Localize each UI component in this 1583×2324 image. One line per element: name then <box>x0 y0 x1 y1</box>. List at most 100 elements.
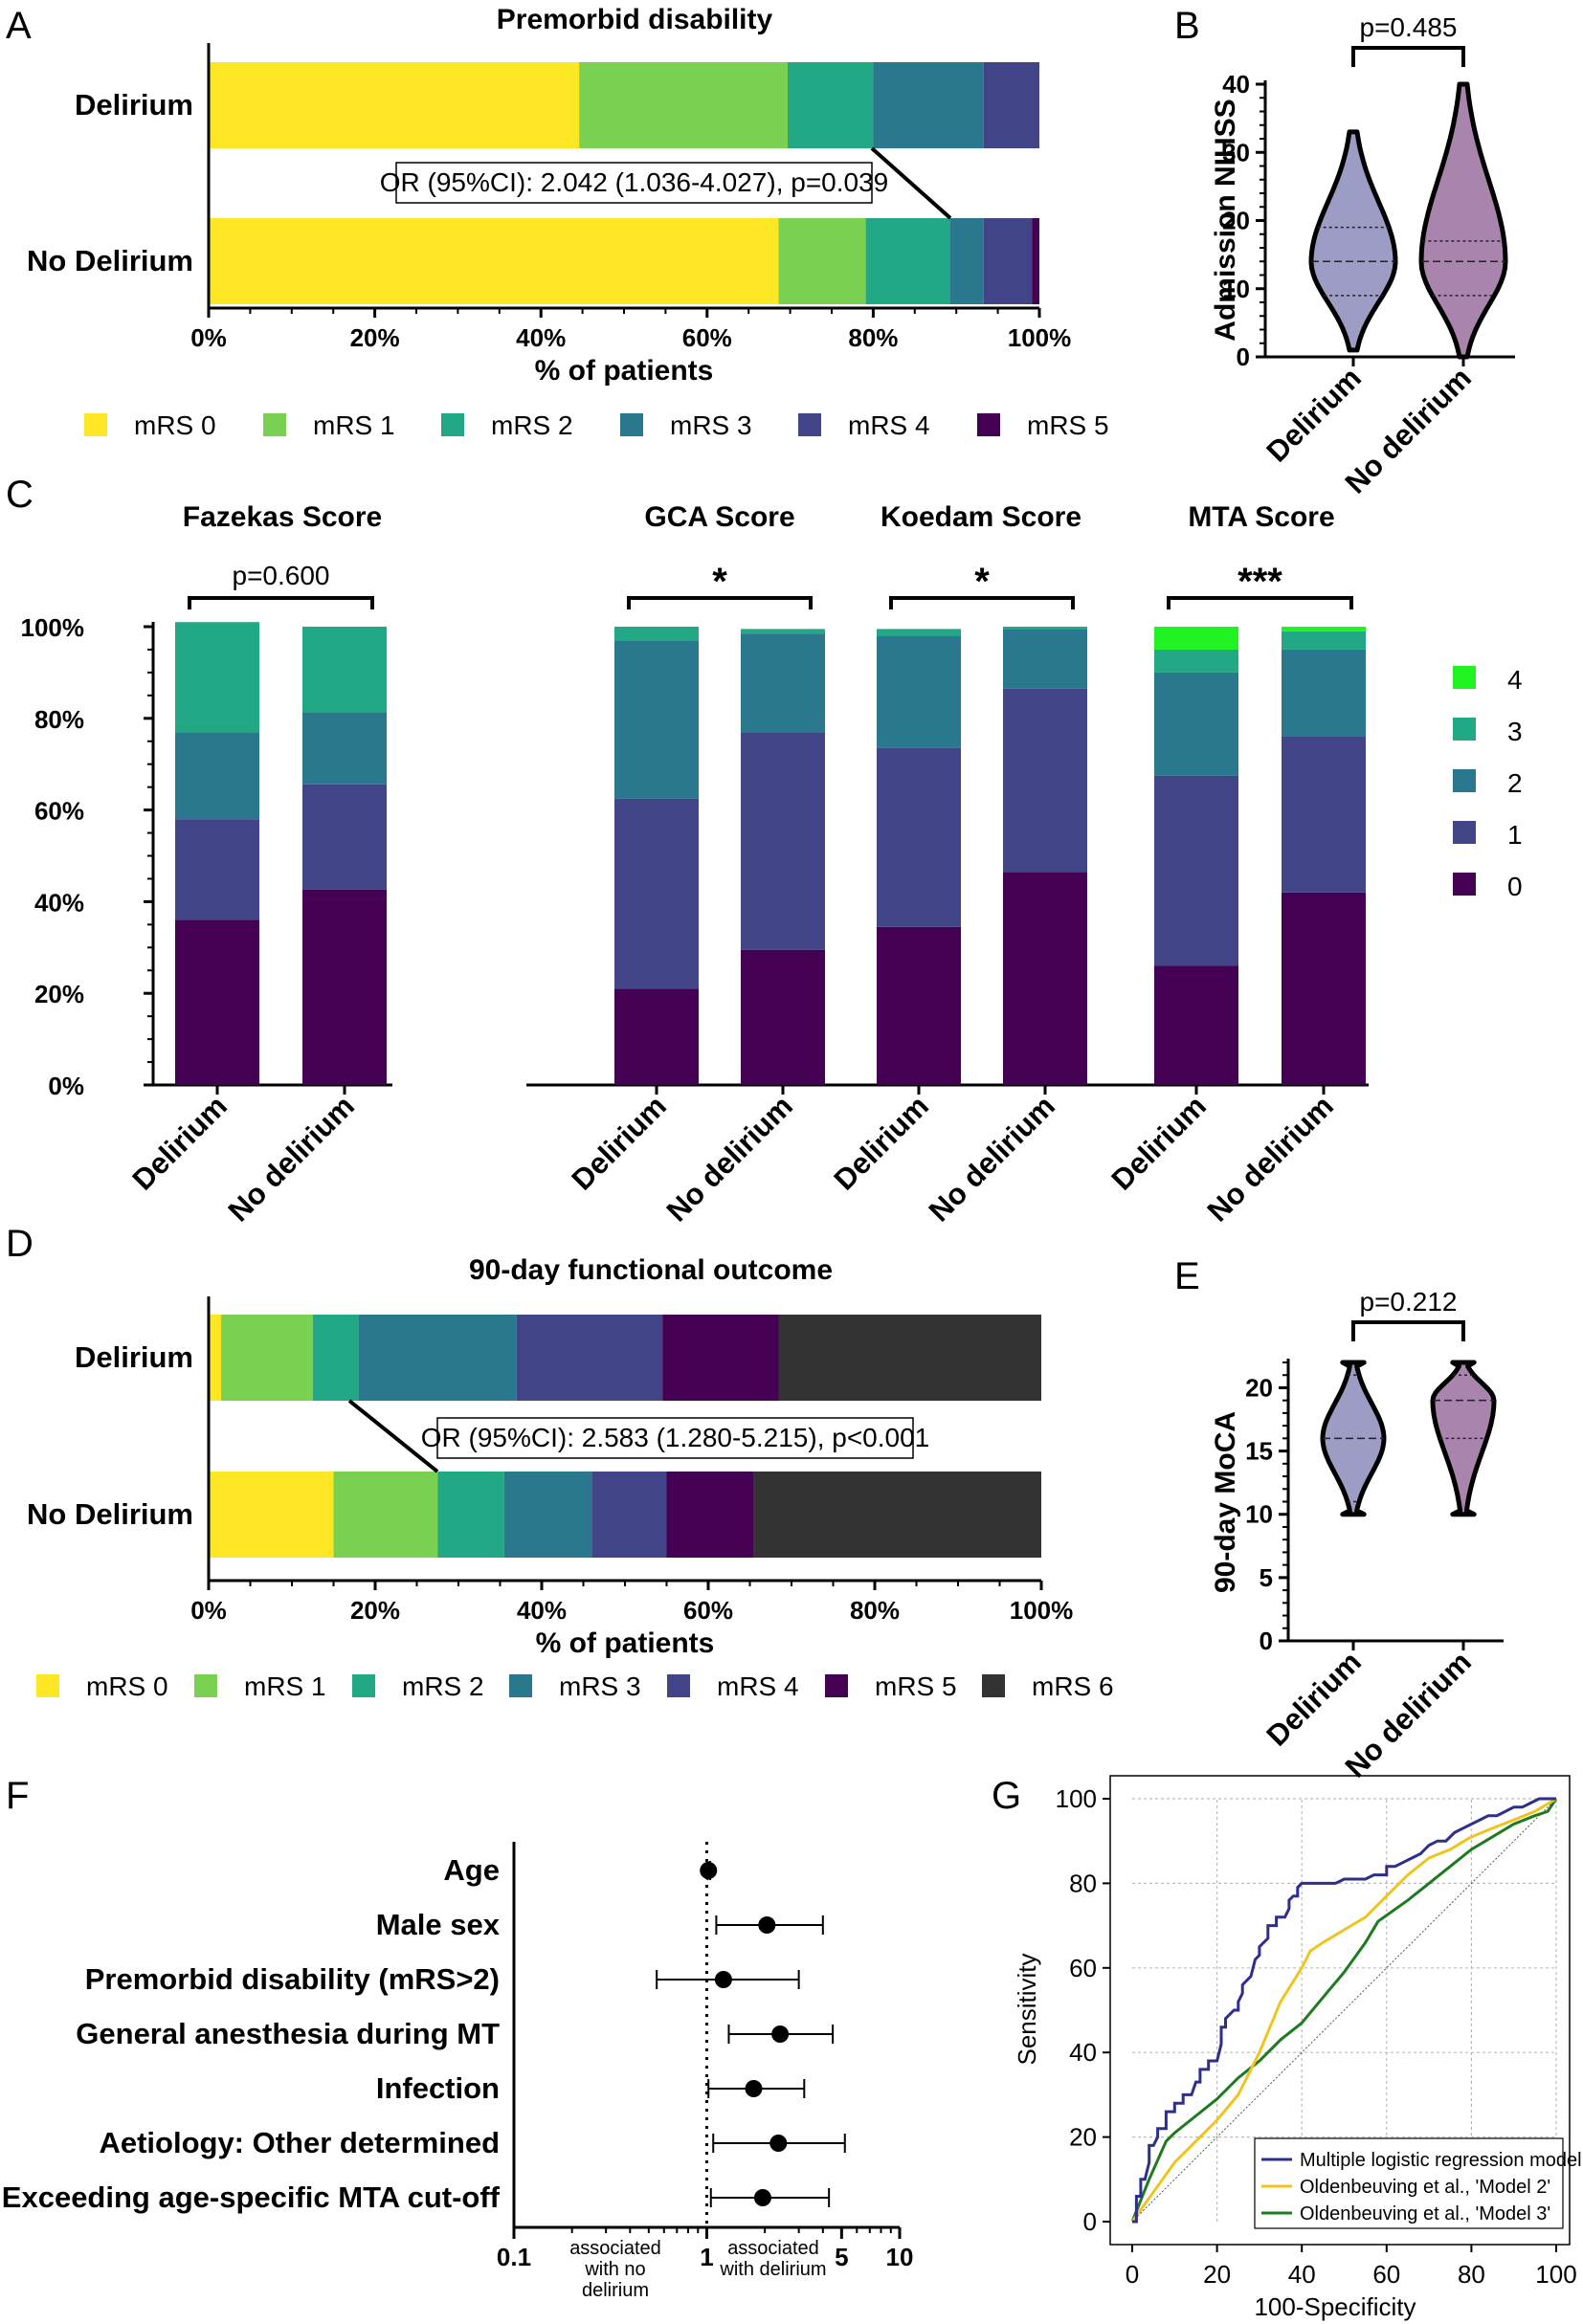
x-tick-label: 100% <box>1010 1596 1074 1625</box>
legend-swatch <box>1453 821 1476 844</box>
legend-label: mRS 6 <box>1032 1671 1114 1701</box>
y-axis-label: Admission NIHSS <box>1210 99 1241 341</box>
bar-segment <box>865 218 950 304</box>
violin-shape <box>1308 129 1398 353</box>
category-label: No Delirium <box>27 1497 193 1531</box>
y-tick-label: 100% <box>21 613 85 642</box>
bar-segment <box>302 784 387 890</box>
bar-segment <box>753 1472 1041 1558</box>
x-tick-label: 60 <box>1372 2260 1400 2289</box>
panel-letter-e: E <box>1174 1255 1200 1297</box>
x-tick-label: 60% <box>683 1596 733 1625</box>
y-tick-label: 100 <box>1056 1784 1097 1813</box>
x-tick-label: No delirium <box>222 1089 361 1228</box>
y-tick-label: 0 <box>1083 2207 1097 2236</box>
left-note-line: delirium <box>582 2280 649 2301</box>
y-tick-label: 20 <box>1245 1373 1273 1402</box>
y-tick-label: 5 <box>1260 1563 1273 1592</box>
bar-segment <box>778 1315 1041 1401</box>
x-tick-label: No delirium <box>1201 1089 1340 1228</box>
panel-a-chart: Premorbid disability Delirium No Delirium 0… <box>27 4 1109 440</box>
legend-swatch <box>620 413 643 436</box>
legend-label: 4 <box>1507 665 1523 695</box>
bar-segment <box>949 218 984 304</box>
x-tick-label: 0 <box>1126 2260 1139 2289</box>
bar-segment <box>1003 872 1087 1085</box>
group-title: MTA Score <box>1188 501 1334 533</box>
variable-label: Male sex <box>376 1908 501 1941</box>
bar-segment <box>333 1472 438 1558</box>
left-note-line: associated <box>569 2238 661 2259</box>
legend-swatch <box>798 413 821 436</box>
x-tick-label: 40% <box>517 1596 567 1625</box>
bar-segment <box>1282 892 1366 1085</box>
x-tick-label: 0% <box>190 1596 227 1625</box>
bar-segment <box>1154 965 1238 1085</box>
bar-segment <box>1003 629 1087 689</box>
category-label: Delirium <box>75 1340 193 1374</box>
y-tick-label: 20% <box>34 980 84 1008</box>
y-tick-label: 10 <box>1245 1500 1273 1529</box>
chart-title: Premorbid disability <box>497 4 773 35</box>
legend-label: 2 <box>1507 768 1523 798</box>
legend-swatch <box>982 1674 1005 1697</box>
reference-diagonal <box>1131 1798 1557 2223</box>
bar-segment <box>666 1472 754 1558</box>
bar-segment <box>175 622 259 733</box>
legend-label: 3 <box>1507 717 1523 746</box>
bar-segment <box>787 62 874 148</box>
left-note-line: with no <box>584 2259 645 2280</box>
odds-ratio-point <box>700 1862 718 1879</box>
bar-segment <box>312 1315 359 1401</box>
variable-label: Premorbid disability (mRS>2) <box>85 1962 500 1996</box>
x-axis-label: 100-Specificity <box>1254 2292 1416 2321</box>
significance-label: *** <box>1237 561 1282 603</box>
y-tick-label: 80 <box>1069 1869 1097 1897</box>
left-note: associated with no delirium <box>569 2238 661 2301</box>
bar-segment <box>1154 649 1238 673</box>
bar-segment <box>221 1315 313 1401</box>
x-tick-label: 1 <box>700 2243 713 2271</box>
x-tick-label: 40 <box>1288 2260 1316 2289</box>
legend-label: mRS 1 <box>313 410 395 440</box>
annotation-text: OR (95%CI): 2.042 (1.036-4.027), p=0.039 <box>380 167 889 197</box>
bar-segment <box>302 627 387 713</box>
bar-segment <box>778 218 866 304</box>
y-axis-label: Sensitivity <box>1013 1953 1041 2065</box>
bar-segment <box>614 640 699 799</box>
bar-segment <box>358 1315 517 1401</box>
bar-segment <box>591 1472 667 1558</box>
bar-segment <box>877 629 961 636</box>
annotation-line <box>347 1399 439 1473</box>
significance-bracket <box>1351 1320 1465 1341</box>
y-tick-label: 60% <box>34 797 84 826</box>
p-value-label: p=0.485 <box>1360 12 1458 42</box>
bar-segment <box>741 732 825 950</box>
legend-swatch <box>352 1674 375 1697</box>
group-title: Koedam Score <box>881 501 1081 533</box>
bar-segment <box>741 629 825 634</box>
bar-segment <box>877 926 961 1085</box>
group-title: Fazekas Score <box>183 501 382 533</box>
bar-segment <box>503 1472 592 1558</box>
annotation-box <box>436 1417 914 1459</box>
legend-swatch <box>977 413 1000 436</box>
bar-segment <box>741 633 825 733</box>
panel-f-chart: Age Male sex Premorbid disability (mRS>2) G… <box>2 1842 913 2301</box>
legend-label: mRS 5 <box>875 1671 957 1701</box>
group-title: GCA Score <box>644 501 794 533</box>
x-tick-label: 5 <box>835 2243 848 2271</box>
y-tick-label: 0 <box>1237 343 1250 371</box>
significance-label: p=0.600 <box>233 561 330 590</box>
legend-label: mRS 2 <box>402 1671 484 1701</box>
x-tick-label: 20% <box>350 323 400 352</box>
x-axis-label: % of patients <box>536 1627 715 1659</box>
odds-ratio-point <box>758 1916 776 1934</box>
y-tick-label: 40 <box>1069 2038 1097 2067</box>
legend-label: 1 <box>1507 820 1523 850</box>
bar-segment <box>983 218 1033 304</box>
plot-frame <box>1109 1775 1571 2246</box>
variable-label: General anesthesia during MT <box>76 2017 500 2050</box>
panel-letter-c: C <box>6 474 33 516</box>
